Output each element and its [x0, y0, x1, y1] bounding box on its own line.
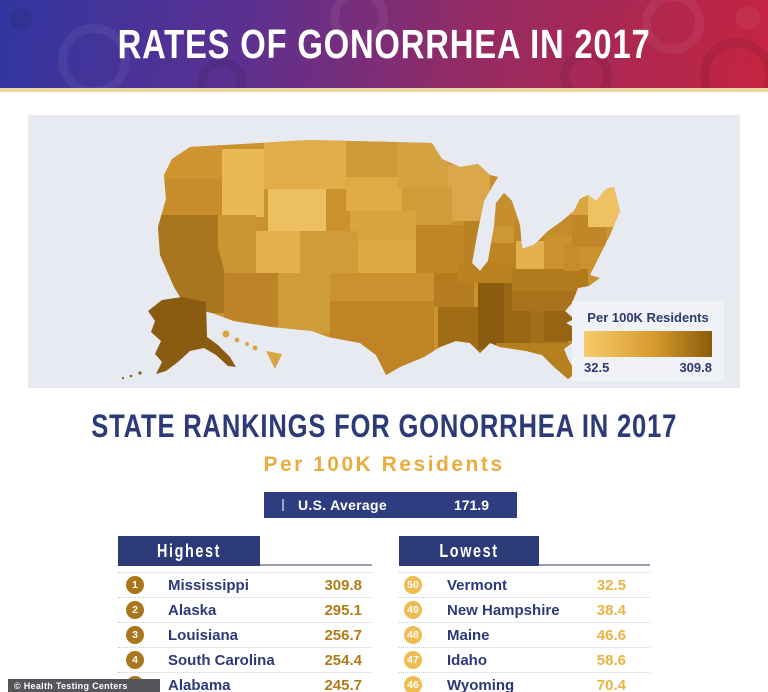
rate-value: 70.4 — [596, 676, 626, 692]
rate-value: 295.1 — [324, 601, 362, 619]
rate-value: 46.6 — [596, 626, 626, 644]
decorative-circle — [330, 0, 388, 46]
rank-badge: 47 — [404, 651, 422, 669]
section-subtitle: Per 100K Residents — [263, 453, 505, 476]
map-legend: Per 100K Residents 32.5 309.8 — [572, 301, 724, 381]
table-row: 4 South Carolina 254.4 — [118, 647, 372, 672]
highest-table-rows: 1 Mississippi 309.8 2 Alaska 295.1 3 Lou… — [118, 572, 372, 692]
table-row: 1 Mississippi 309.8 — [118, 572, 372, 597]
rank-badge: 3 — [126, 626, 144, 644]
decorative-circle — [58, 24, 130, 88]
table-row: 47 Idaho 58.6 — [399, 647, 650, 672]
section-title: STATE RANKINGS FOR GONORRHEA IN 2017 — [91, 408, 677, 444]
legend-title: Per 100K Residents — [587, 310, 709, 325]
state-name: Alaska — [168, 601, 217, 619]
decorative-circle — [700, 38, 768, 88]
state-name: Mississippi — [168, 576, 249, 594]
rate-value: 256.7 — [324, 626, 362, 644]
table-row: 48 Maine 46.6 — [399, 622, 650, 647]
decorative-circle — [736, 6, 760, 30]
decorative-circle — [10, 8, 32, 30]
us-average-bar: U.S. Average 171.9 — [264, 492, 517, 518]
state-name: Louisiana — [168, 626, 239, 644]
lowest-table-header: Lowest — [399, 536, 539, 566]
header-banner: RATES OF GONORRHEA IN 2017 — [0, 0, 768, 92]
table-row: 2 Alaska 295.1 — [118, 597, 372, 622]
state-name: New Hampshire — [447, 601, 560, 619]
divider — [282, 499, 284, 511]
legend-min-label: 32.5 — [584, 360, 610, 375]
rate-value: 309.8 — [324, 576, 362, 594]
us-average-value: 171.9 — [453, 497, 489, 513]
map-panel: Per 100K Residents 32.5 309.8 — [28, 115, 740, 388]
rank-badge: 48 — [404, 626, 422, 644]
state-name: Wyoming — [447, 676, 515, 692]
hawaii-shape — [222, 330, 282, 369]
credit-bar: © Health Testing Centers — [8, 679, 160, 692]
table-row: 49 New Hampshire 38.4 — [399, 597, 650, 622]
us-choropleth-map — [121, 140, 620, 380]
state-name: Alabama — [168, 676, 231, 692]
legend-gradient-bar — [584, 331, 712, 357]
us-average-label: U.S. Average — [298, 497, 387, 513]
rank-badge: 49 — [404, 601, 422, 619]
table-row: 3 Louisiana 256.7 — [118, 622, 372, 647]
lowest-table: Lowest 50 Vermont 32.5 49 New Hampshire … — [399, 536, 650, 692]
lowest-table-rows: 50 Vermont 32.5 49 New Hampshire 38.4 48… — [399, 572, 650, 692]
rank-badge: 50 — [404, 576, 422, 594]
rate-value: 38.4 — [596, 601, 626, 619]
page-title: RATES OF GONORRHEA IN 2017 — [117, 21, 651, 67]
credit-text: © Health Testing Centers — [14, 680, 128, 691]
table-row: 50 Vermont 32.5 — [399, 572, 650, 597]
alaska-shape — [121, 297, 236, 380]
state-name: Idaho — [447, 651, 487, 669]
rank-badge: 4 — [126, 651, 144, 669]
decorative-circle — [642, 0, 704, 54]
highest-table: Highest 1 Mississippi 309.8 2 Alaska 295… — [118, 536, 372, 692]
state-name: Vermont — [447, 576, 508, 594]
rate-value: 32.5 — [596, 576, 626, 594]
rank-badge: 1 — [126, 576, 144, 594]
rate-value: 245.7 — [324, 676, 362, 692]
table-row: 46 Wyoming 70.4 — [399, 672, 650, 692]
rate-value: 58.6 — [596, 651, 626, 669]
highest-table-header: Highest — [118, 536, 260, 566]
state-name: Maine — [447, 626, 490, 644]
rate-value: 254.4 — [324, 651, 362, 669]
rank-badge: 46 — [404, 676, 422, 692]
decorative-circle — [198, 58, 246, 88]
legend-max-label: 309.8 — [679, 360, 712, 375]
state-name: South Carolina — [168, 651, 275, 669]
decorative-circle — [560, 50, 612, 88]
rank-badge: 2 — [126, 601, 144, 619]
